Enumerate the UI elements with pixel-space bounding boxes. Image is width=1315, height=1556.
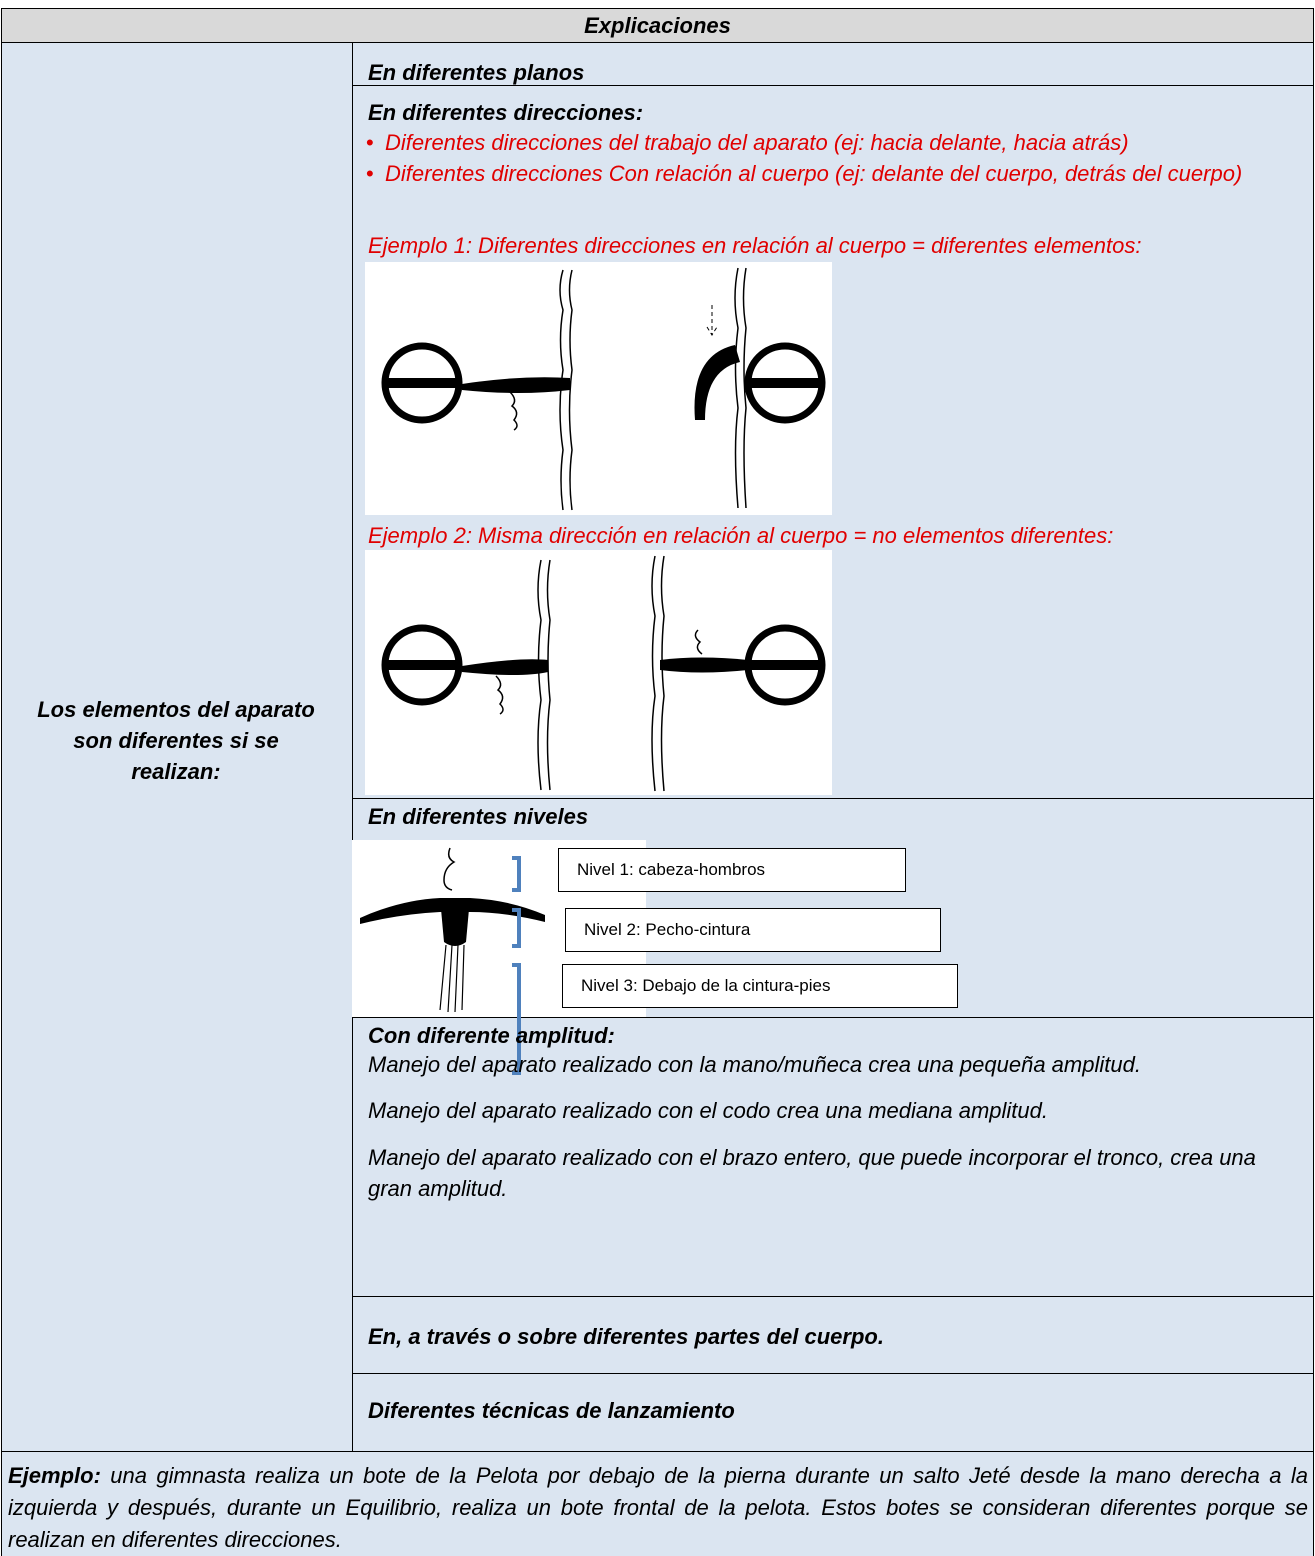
border (1, 1451, 1314, 1452)
level-label: Nivel 2: Pecho-cintura (565, 908, 941, 952)
amplitude-line: Manejo del aparato realizado con el braz… (368, 1145, 1256, 1201)
footer-text: una gimnasta realiza un bote de la Pelot… (8, 1463, 1308, 1552)
amplitude-line: Manejo del aparato realizado con el codo… (368, 1098, 1048, 1123)
level-label: Nivel 1: cabeza-hombros (558, 848, 906, 892)
border (352, 42, 353, 1451)
row-title: Con diferente amplitud: (368, 1023, 615, 1048)
header-title: Explicaciones (584, 13, 731, 38)
bullet: Diferentes direcciones del trabajo del a… (366, 127, 1312, 158)
border (352, 1017, 1314, 1018)
row-title: Diferentes técnicas de lanzamiento (368, 1398, 735, 1423)
border (1313, 8, 1314, 1556)
row-title: En, a través o sobre diferentes partes d… (368, 1324, 884, 1349)
footer: Ejemplo: una gimnasta realiza un bote de… (8, 1460, 1308, 1556)
example-caption: Ejemplo 1: Diferentes direcciones en rel… (368, 233, 1142, 258)
row-title: En diferentes planos (368, 60, 585, 85)
left-label: Los elementos del aparato son diferentes… (37, 697, 315, 784)
example-2-image (365, 550, 832, 795)
header-bg (1, 8, 1314, 42)
example-caption: Ejemplo 2: Misma dirección en relación a… (368, 523, 1114, 548)
border (1, 42, 1314, 43)
border (352, 85, 1314, 86)
amplitude-line: Manejo del aparato realizado con la mano… (368, 1052, 1141, 1077)
border (352, 1373, 1314, 1374)
border (352, 798, 1314, 799)
border (352, 1296, 1314, 1297)
row-title: En diferentes niveles (368, 804, 589, 829)
bullet: Diferentes direcciones Con relación al c… (366, 158, 1312, 189)
row-title: En diferentes direcciones: (368, 100, 644, 125)
border (1, 8, 1314, 9)
level-label: Nivel 3: Debajo de la cintura-pies (562, 964, 958, 1008)
border (1, 8, 2, 1556)
example-1-image (365, 262, 832, 515)
footer-lead: Ejemplo: (8, 1463, 101, 1488)
